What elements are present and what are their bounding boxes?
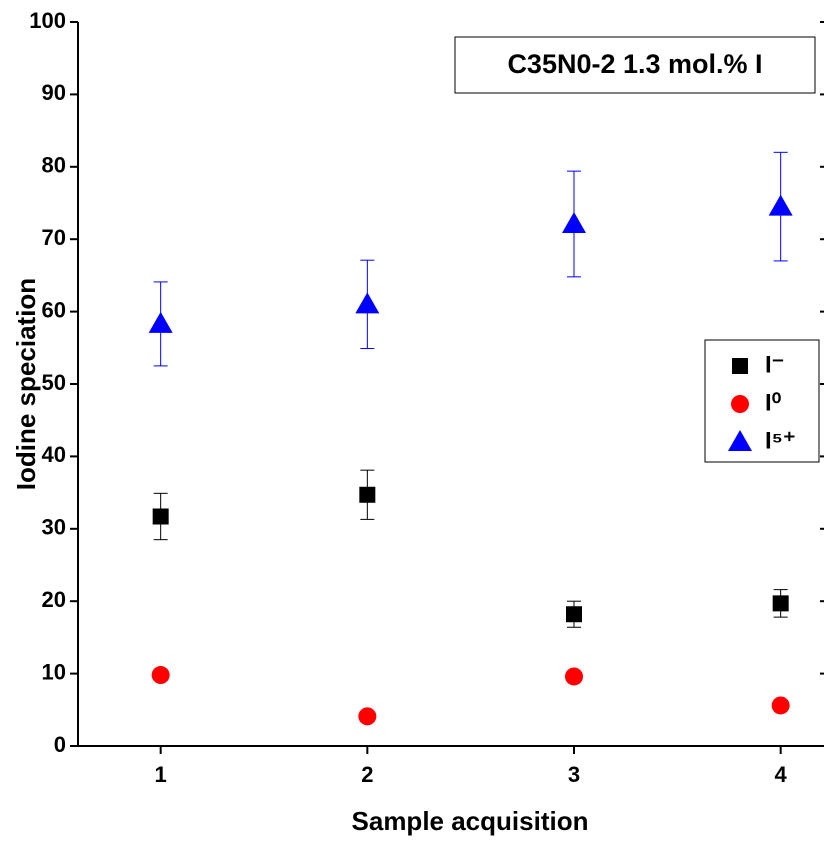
x-tick-label: 1 (155, 762, 167, 787)
square-marker (772, 595, 789, 612)
square-marker (732, 358, 748, 374)
x-tick-label: 4 (775, 762, 788, 787)
y-tick-label: 60 (42, 297, 66, 322)
triangle-marker (728, 430, 752, 451)
legend-label: I⁰ (765, 389, 782, 416)
circle-marker (771, 696, 790, 715)
triangle-marker (355, 292, 380, 314)
y-tick-label: 20 (42, 587, 66, 612)
y-tick-label: 30 (42, 515, 66, 540)
y-tick-label: 0 (54, 732, 66, 757)
triangle-marker (562, 211, 586, 233)
triangle-marker (148, 311, 173, 333)
annotation: C35N0-2 1.3 mol.% I (507, 49, 762, 79)
y-tick-label: 40 (42, 442, 66, 467)
circle-marker (358, 707, 377, 726)
y-tick-label: 50 (42, 370, 66, 395)
square-marker (359, 486, 376, 503)
y-tick-label: 100 (29, 8, 66, 33)
legend-box (704, 339, 820, 463)
square-marker (152, 508, 169, 525)
x-axis-label: Sample acquisition (352, 806, 589, 836)
annotation-box (454, 36, 816, 94)
y-tick-label: 10 (42, 659, 66, 684)
x-tick-label: 3 (568, 762, 580, 787)
x-tick-label: 2 (361, 762, 373, 787)
triangle-marker (768, 194, 793, 216)
square-marker (566, 606, 582, 623)
circle-marker (151, 666, 170, 685)
circle-marker (731, 395, 749, 413)
circle-marker (565, 667, 583, 686)
y-tick-label: 90 (42, 80, 66, 105)
legend-label: I⁵⁺ (765, 427, 796, 454)
y-tick-label: 70 (42, 225, 66, 250)
legend-label: I⁻ (765, 351, 784, 378)
y-tick-label: 80 (42, 153, 66, 178)
y-axis-label: Iodine speciation (11, 278, 41, 490)
